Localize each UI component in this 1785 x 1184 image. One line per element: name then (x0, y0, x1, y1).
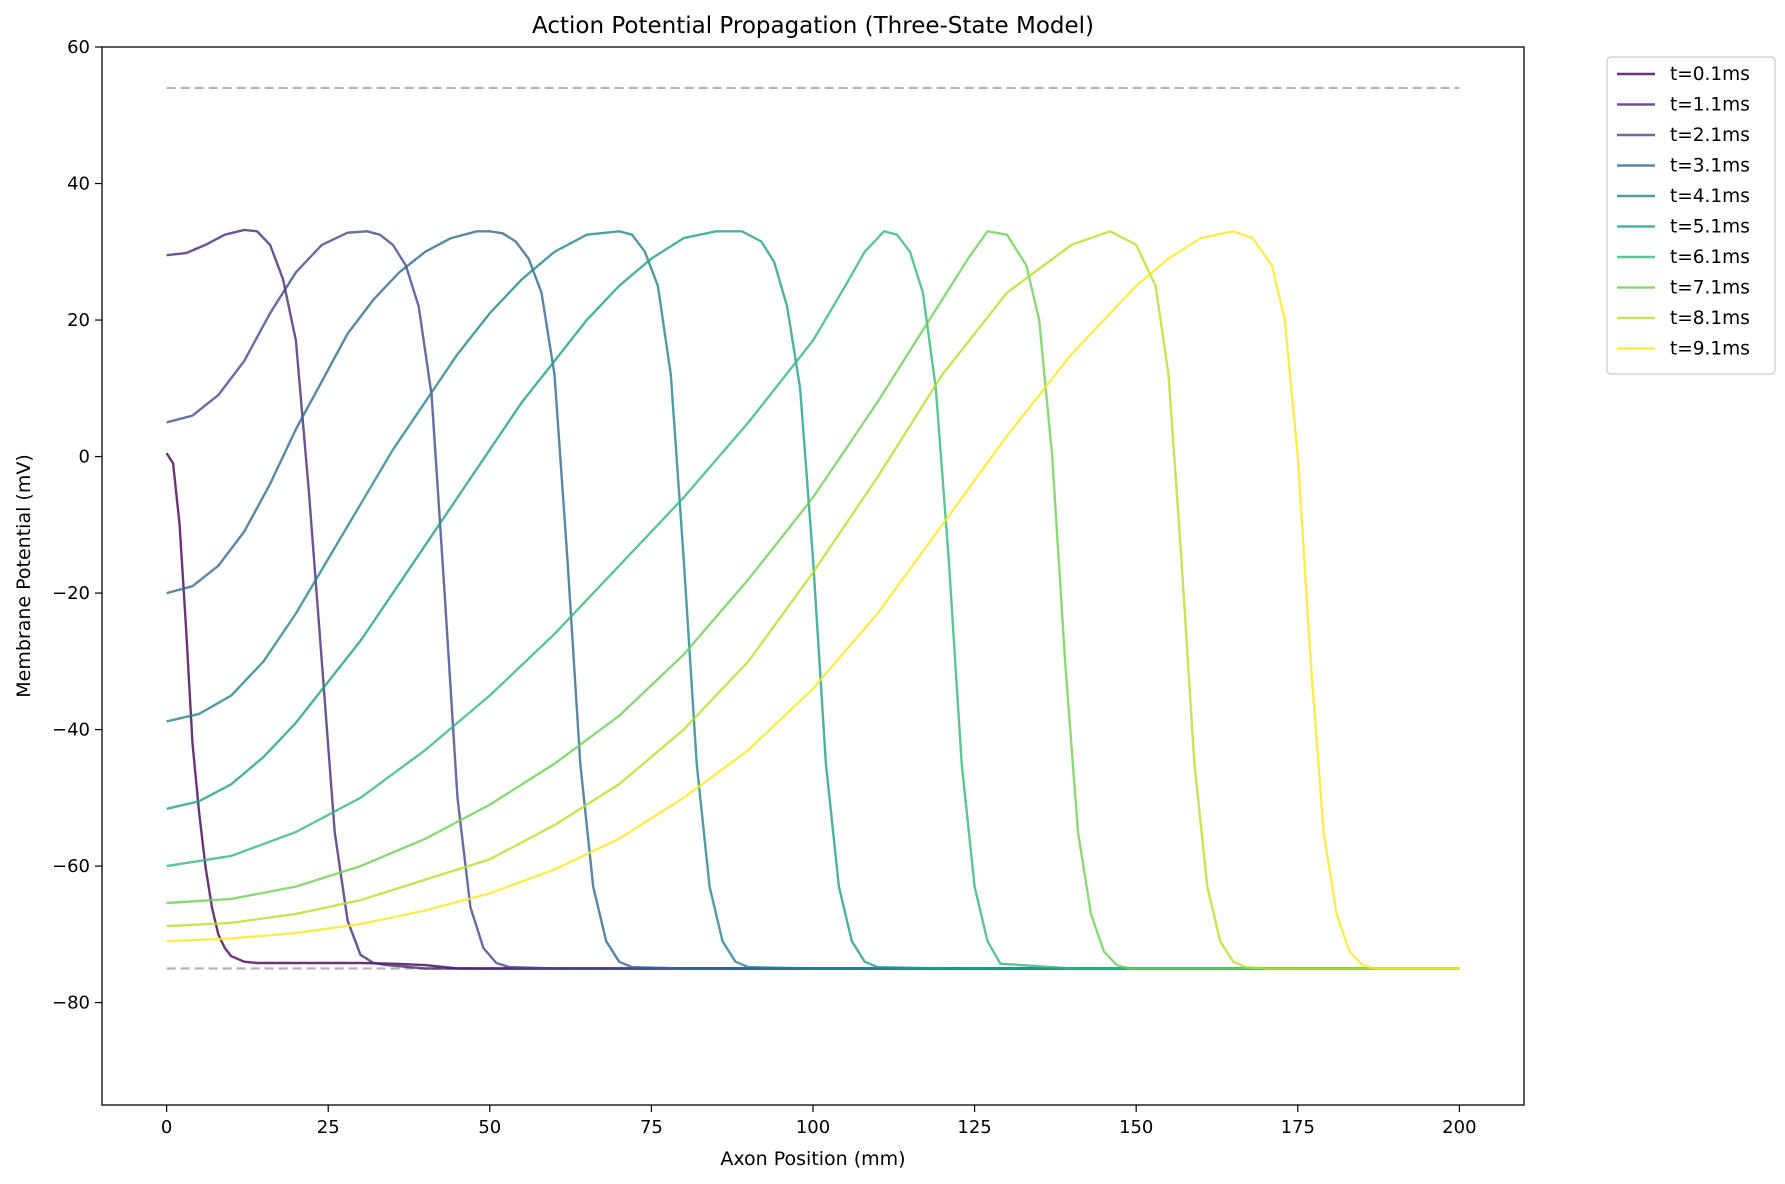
legend-label-1: t=0.1ms (1670, 64, 1750, 85)
x-tick-label: 150 (1119, 1117, 1153, 1138)
x-tick-label: 75 (640, 1117, 663, 1138)
legend-label-5: t=4.1ms (1670, 186, 1750, 207)
legend-label-10: t=9.1ms (1670, 339, 1750, 360)
legend-label-3: t=2.1ms (1670, 125, 1750, 146)
x-tick-label: 50 (478, 1117, 501, 1138)
series-line-9 (166, 230, 1460, 970)
x-axis: 0 25 50 75 100 125 150 175 200 (161, 1105, 1477, 1138)
series-line-2 (166, 228, 1460, 970)
series-line-3 (166, 230, 1460, 970)
y-tick-label: 20 (67, 310, 90, 331)
legend-label-9: t=8.1ms (1670, 308, 1750, 329)
x-tick-label: 175 (1281, 1117, 1315, 1138)
legend-label-6: t=5.1ms (1670, 217, 1750, 238)
x-tick-label: 200 (1442, 1117, 1476, 1138)
y-tick-label: −20 (52, 583, 90, 604)
x-tick-label: 0 (161, 1117, 172, 1138)
y-tick-label: −60 (52, 856, 90, 877)
y-axis-label: Membrane Potential (mV) (13, 454, 35, 697)
series-line-6 (166, 230, 1460, 970)
legend-label-2: t=1.1ms (1670, 95, 1750, 116)
series-line-7 (166, 230, 1460, 970)
legend-label-4: t=3.1ms (1670, 156, 1750, 177)
series-line-5 (166, 230, 1460, 970)
y-tick-label: 60 (67, 37, 90, 58)
x-tick-label: 25 (317, 1117, 340, 1138)
series-line-8 (166, 230, 1460, 970)
series-line-4 (166, 230, 1460, 970)
x-axis-label: Axon Position (mm) (720, 1148, 905, 1170)
series-line-10 (166, 230, 1460, 970)
y-tick-label: −40 (52, 720, 90, 741)
x-tick-label: 125 (957, 1117, 991, 1138)
plot-area (165, 86, 1460, 970)
y-axis: −80 −60 −40 −20 0 20 40 60 (52, 37, 102, 1014)
legend-box (1606, 56, 1776, 375)
legend-label-8: t=7.1ms (1670, 278, 1750, 299)
legend-label-7: t=6.1ms (1670, 247, 1750, 268)
x-tick-label: 100 (796, 1117, 830, 1138)
y-tick-label: 40 (67, 174, 90, 195)
y-tick-label: −80 (52, 993, 90, 1014)
legend: t=0.1ms t=1.1ms t=2.1ms t=3.1ms t=4.1ms t=5.1… (1606, 56, 1776, 375)
y-tick-label: 0 (79, 447, 90, 468)
chart-title: Action Potential Propagation (Three-Stat… (532, 13, 1094, 39)
